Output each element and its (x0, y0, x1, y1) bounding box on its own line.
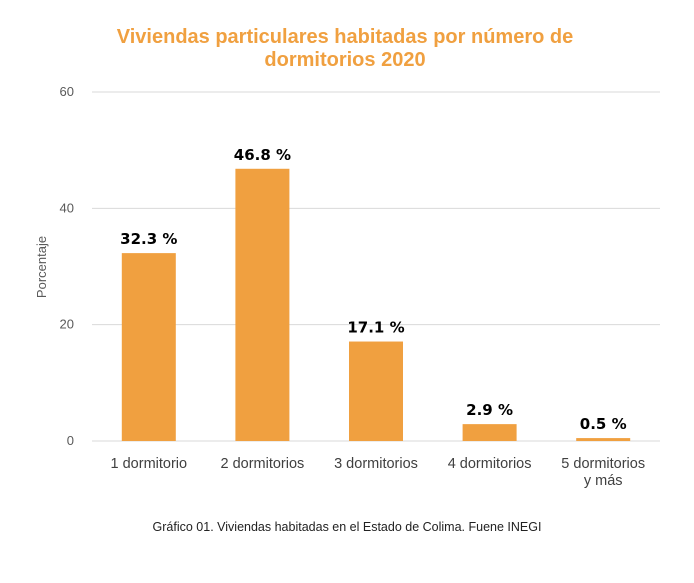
category-label-line: 3 dormitorios (334, 456, 418, 472)
data-label: 0.5 % (580, 415, 627, 433)
y-tick-label: 40 (60, 200, 74, 215)
category-label-line: 1 dormitorio (111, 456, 188, 472)
bar (349, 341, 403, 441)
data-label: 2.9 % (466, 401, 513, 419)
figure-caption: Gráfico 01. Viviendas habitadas en el Es… (152, 520, 542, 534)
category-label: 2 dormitorios (220, 456, 304, 472)
bar (121, 253, 176, 441)
data-label: 32.3 % (120, 230, 177, 248)
category-label-line: y más (584, 473, 623, 489)
y-tick-label: 0 (67, 433, 74, 448)
category-label: 1 dormitorio (111, 456, 188, 472)
bars (121, 168, 631, 441)
y-axis-label: Porcentaje (34, 236, 49, 298)
data-label: 17.1 % (347, 319, 404, 337)
category-label: 4 dormitorios (448, 456, 532, 472)
y-tick-label: 60 (60, 84, 74, 99)
bar (235, 168, 290, 441)
category-label-line: 5 dormitorios (561, 456, 645, 472)
bar (462, 424, 517, 441)
y-axis-ticks: 0 20 40 60 (60, 84, 74, 448)
chart-title: Viviendas particulares habitadas por núm… (116, 26, 574, 71)
bar-chart: 0 20 40 60 32.3 % 46.8 % 17.1 % 2.9 % 0.5 % 1 d… (34, 84, 660, 489)
category-label-line: 4 dormitorios (448, 456, 532, 472)
category-labels: 1 dormitorio 2 dormitorios 3 dormitorios 4 … (111, 456, 646, 489)
data-labels: 32.3 % 46.8 % 17.1 % 2.9 % 0.5 % (120, 146, 626, 433)
category-label-line: 2 dormitorios (220, 456, 304, 472)
y-tick-label: 20 (60, 317, 74, 332)
category-label: 3 dormitorios (334, 456, 418, 472)
category-label: 5 dormitorios y más (561, 456, 645, 489)
bar (576, 438, 631, 441)
data-label: 46.8 % (234, 146, 291, 164)
